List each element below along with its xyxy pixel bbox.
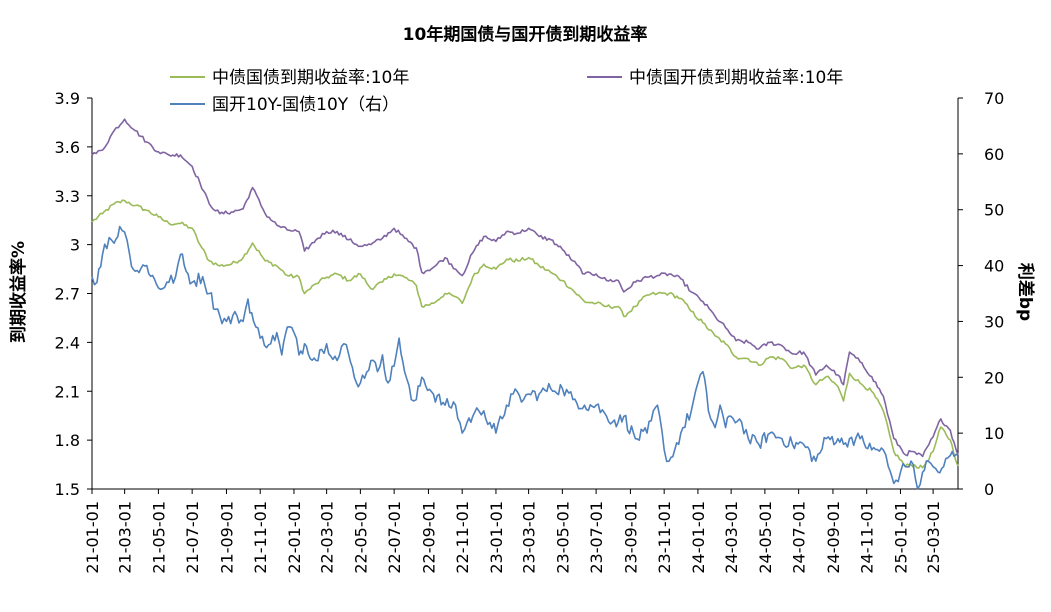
legend: 中债国债到期收益率:10年 中债国开债到期收益率:10年 国开10Y-国债10Y… (170, 68, 843, 115)
chart-title: 10年期国债与国开债到期收益率 (403, 24, 648, 45)
legend-label-cdb: 中债国开债到期收益率:10年 (629, 68, 843, 88)
x-tick-label: 21-09-01 (217, 501, 236, 574)
spread-line (91, 225, 959, 490)
x-tick-label: 21-03-01 (116, 501, 135, 574)
x-tick-label: 21-05-01 (149, 501, 168, 574)
x-tick-label: 21-07-01 (183, 501, 202, 574)
x-tick-label: 23-03-01 (520, 501, 539, 574)
x-tick-label: 24-05-01 (756, 501, 775, 574)
x-tick-label: 23-11-01 (655, 501, 674, 574)
x-tick-label: 25-01-01 (891, 501, 910, 574)
x-tick-label: 22-05-01 (351, 501, 370, 574)
cdb-10y-line (91, 118, 959, 458)
left-tick-label: 3.6 (55, 138, 80, 157)
legend-label-spread: 国开10Y-国债10Y（右） (212, 95, 399, 115)
x-tick-label: 25-03-01 (924, 501, 943, 574)
x-tick-label: 22-11-01 (453, 501, 472, 574)
right-tick-label: 0 (984, 480, 994, 499)
x-tick-label: 24-09-01 (824, 501, 843, 574)
x-tick-label: 23-01-01 (487, 501, 506, 574)
left-tick-label: 1.5 (55, 480, 80, 499)
left-tick-label: 2.1 (55, 382, 80, 401)
x-tick-label: 22-01-01 (285, 501, 304, 574)
x-tick-label: 24-07-01 (790, 501, 809, 574)
left-axis-ticks: 1.5 1.8 2.1 2.4 2.7 3 3.3 3.6 3.9 (55, 89, 92, 499)
right-tick-label: 40 (984, 257, 1004, 276)
right-tick-label: 60 (984, 145, 1004, 164)
y-axis-title-left: 到期收益率% (8, 241, 29, 343)
x-tick-label: 22-03-01 (318, 501, 337, 574)
x-tick-label: 23-07-01 (587, 501, 606, 574)
right-tick-label: 70 (984, 89, 1004, 108)
x-tick-label: 21-01-01 (83, 501, 102, 574)
right-tick-label: 10 (984, 424, 1004, 443)
right-tick-label: 20 (984, 368, 1004, 387)
left-tick-label: 3 (70, 236, 80, 255)
x-axis-ticks: 21-01-01 21-03-01 21-05-01 21-07-01 21-09-01… (83, 489, 943, 574)
right-tick-label: 30 (984, 312, 1004, 331)
left-tick-label: 3.9 (55, 89, 80, 108)
x-tick-label: 22-09-01 (419, 501, 438, 574)
x-tick-label: 24-01-01 (689, 501, 708, 574)
x-tick-label: 22-07-01 (385, 501, 404, 574)
legend-label-cgb: 中债国债到期收益率:10年 (212, 68, 409, 88)
left-tick-label: 3.3 (55, 187, 80, 206)
left-tick-label: 1.8 (55, 431, 80, 450)
cgb-10y-line (91, 199, 959, 469)
x-tick-label: 24-03-01 (722, 501, 741, 574)
left-tick-label: 2.4 (55, 333, 80, 352)
x-tick-label: 21-11-01 (251, 501, 270, 574)
x-tick-label: 24-11-01 (858, 501, 877, 574)
y-axis-title-right: 利差bp (1015, 263, 1036, 321)
plot-lines (91, 118, 959, 490)
x-tick-label: 23-05-01 (553, 501, 572, 574)
axes (91, 98, 959, 490)
right-axis-ticks: 0 10 20 30 40 50 60 70 (958, 89, 1004, 499)
right-tick-label: 50 (984, 201, 1004, 220)
x-tick-label: 23-09-01 (621, 501, 640, 574)
left-tick-label: 2.7 (55, 285, 80, 304)
